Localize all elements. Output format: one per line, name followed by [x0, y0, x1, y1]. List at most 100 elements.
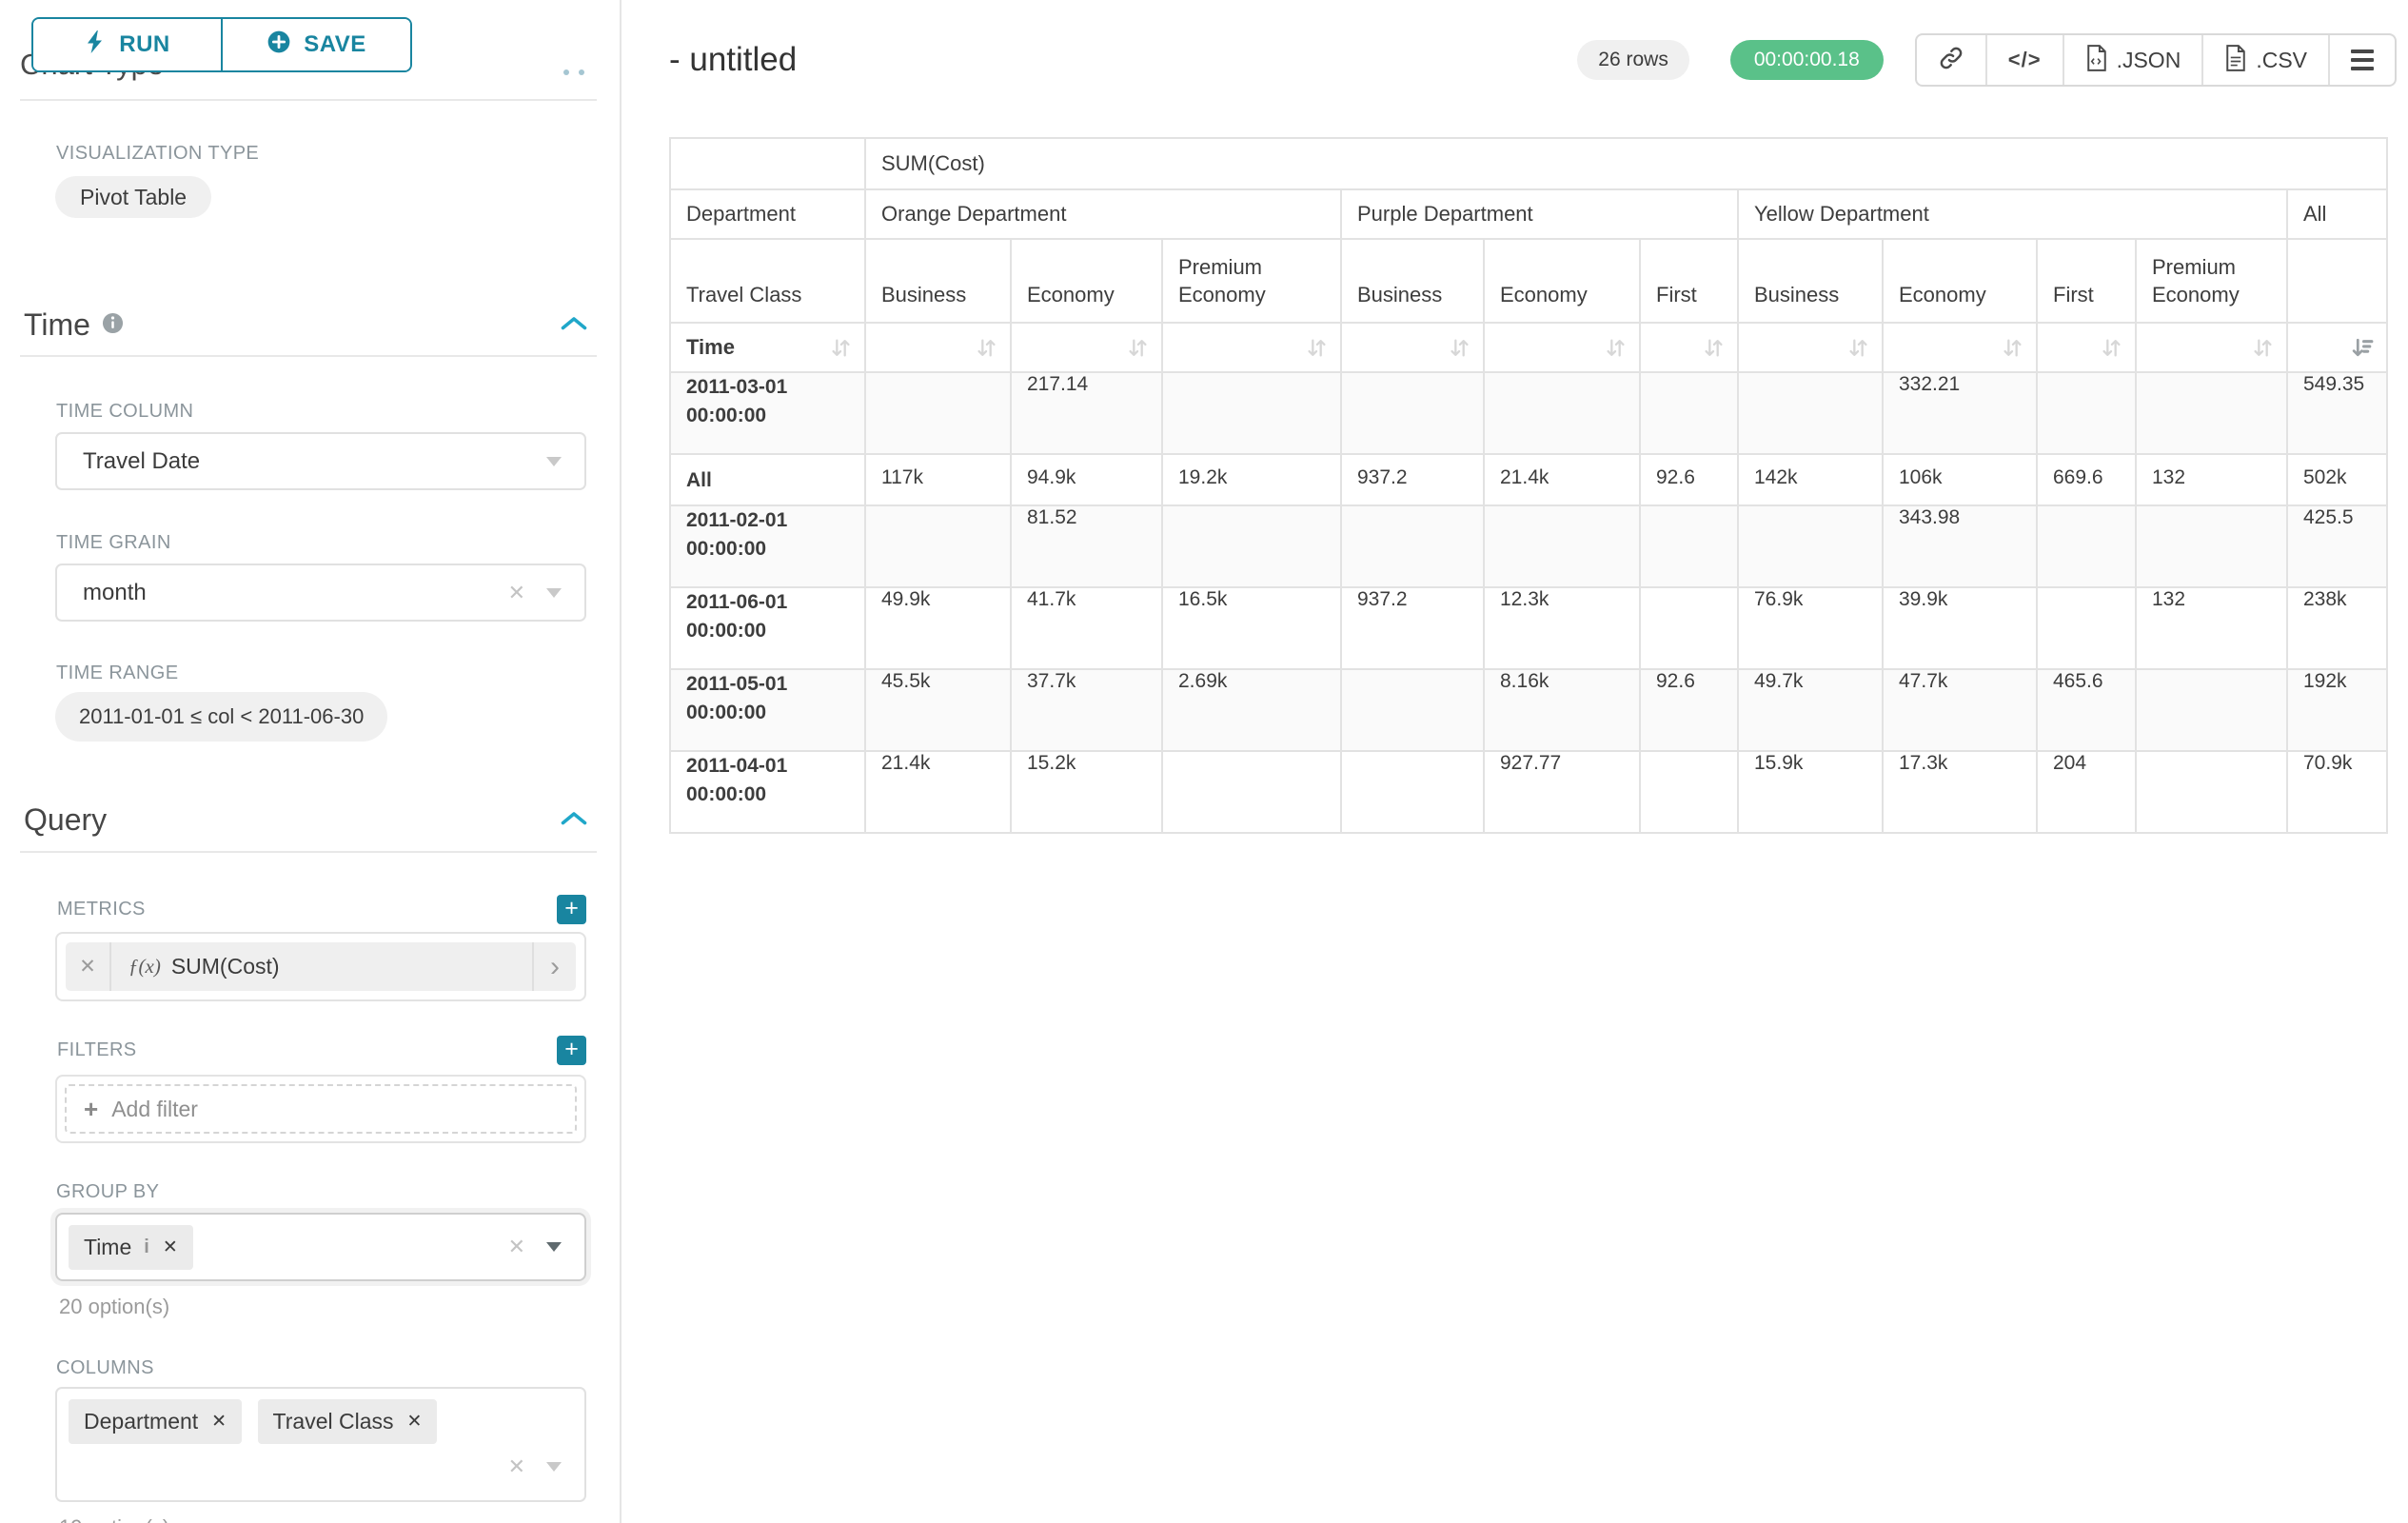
column-group-header: Purple Department	[1342, 190, 1737, 238]
value-cell: 17.3k	[1884, 752, 2036, 832]
value-cell: 39.9k	[1884, 588, 2036, 668]
value-cell: 92.6	[1641, 455, 1737, 504]
table-row: 2011-06-01 00:00:00 49.9k 41.7k 16.5k 937.2 1…	[671, 588, 2386, 668]
embed-code-button[interactable]: </>	[1984, 35, 2063, 85]
visualization-type-pill[interactable]: Pivot Table	[55, 176, 212, 218]
remove-tag-icon[interactable]: ✕	[406, 1412, 423, 1432]
sort-icon[interactable]	[2251, 336, 2275, 360]
sort-icon[interactable]	[1126, 336, 1150, 360]
value-cell	[1485, 506, 1639, 586]
chevron-up-icon[interactable]	[560, 810, 588, 831]
column-sort-cell[interactable]	[2137, 324, 2286, 371]
columns-tag-travel-class[interactable]: Travel Class ✕	[257, 1399, 438, 1444]
column-header: First	[1641, 240, 1737, 322]
sort-icon[interactable]	[1305, 336, 1329, 360]
clear-icon[interactable]: ✕	[507, 1454, 525, 1478]
columns-select[interactable]: Department ✕ Travel Class ✕ ✕	[55, 1387, 586, 1502]
column-sort-cell[interactable]	[1342, 324, 1483, 371]
caret-down-icon[interactable]	[546, 1462, 562, 1472]
column-header: Premium Economy	[1163, 240, 1340, 322]
export-json-label: .JSON	[2116, 47, 2181, 72]
column-header: Business	[866, 240, 1010, 322]
column-sort-cell[interactable]	[1739, 324, 1882, 371]
value-cell: 94.9k	[1012, 455, 1161, 504]
caret-down-icon[interactable]	[546, 587, 562, 598]
column-sort-cell[interactable]	[1485, 324, 1639, 371]
column-group-header: All	[2288, 190, 2386, 238]
export-toolbar: </> .JSON .CSV	[1914, 33, 2397, 87]
column-sort-cell[interactable]	[1884, 324, 2036, 371]
columns-tag-department[interactable]: Department ✕	[69, 1399, 243, 1444]
column-sort-cell[interactable]	[2038, 324, 2135, 371]
control-panel: Chart Type RUN SAVE VISUALIZATION TYPE P…	[0, 0, 620, 1523]
sort-icon[interactable]	[975, 336, 998, 360]
caret-down-icon[interactable]	[546, 1242, 562, 1252]
add-filter-plus-button[interactable]: +	[557, 1036, 586, 1065]
divider	[20, 355, 597, 357]
value-cell: 16.5k	[1163, 588, 1340, 668]
chevron-up-icon[interactable]	[560, 315, 588, 336]
add-metric-button[interactable]: +	[557, 895, 586, 924]
value-cell: 19.2k	[1163, 455, 1340, 504]
remove-tag-icon[interactable]: ✕	[211, 1412, 227, 1432]
run-button-label: RUN	[119, 31, 170, 57]
column-sort-cell[interactable]	[1641, 324, 1737, 371]
clear-icon[interactable]: ✕	[507, 580, 525, 604]
column-sort-cell[interactable]	[866, 324, 1010, 371]
column-header: Premium Economy	[2137, 240, 2286, 322]
value-cell: 92.6	[1641, 670, 1737, 750]
sort-icon[interactable]	[1846, 336, 1870, 360]
clear-icon[interactable]: ✕	[507, 1235, 525, 1258]
sort-icon[interactable]	[1702, 336, 1726, 360]
save-button[interactable]: SAVE	[223, 19, 410, 70]
add-filter-button[interactable]: + Add filter	[65, 1084, 577, 1134]
caret-down-icon[interactable]	[546, 456, 562, 466]
value-cell: 37.7k	[1012, 670, 1161, 750]
value-cell	[2137, 670, 2286, 750]
remove-tag-icon[interactable]: ✕	[162, 1236, 178, 1257]
sort-icon[interactable]	[1604, 336, 1628, 360]
row-label-cell: 2011-02-01 00:00:00	[671, 506, 864, 586]
value-cell	[1163, 506, 1340, 586]
row-label-cell: All	[671, 455, 864, 504]
row-label-cell: 2011-03-01 00:00:00	[671, 373, 864, 453]
value-cell: 142k	[1739, 455, 1882, 504]
time-range-pill[interactable]: 2011-01-01 ≤ col < 2011-06-30	[55, 692, 388, 742]
remove-metric-icon[interactable]: ✕	[66, 942, 111, 991]
value-cell: 425.5	[2288, 506, 2386, 586]
group-by-tag-time[interactable]: Time i ✕	[69, 1224, 193, 1270]
value-cell: 21.4k	[866, 752, 1010, 832]
run-button[interactable]: RUN	[33, 19, 223, 70]
table-row: 2011-04-01 00:00:00 21.4k 15.2k 927.77 15.9k…	[671, 752, 2386, 832]
sort-icon[interactable]	[829, 336, 853, 360]
group-by-select[interactable]: Time i ✕ ✕	[55, 1213, 586, 1281]
row-dim-sort-cell[interactable]: Time	[671, 324, 864, 371]
time-grain-select[interactable]: month ✕	[55, 564, 586, 622]
value-cell: 15.2k	[1012, 752, 1161, 832]
copy-link-button[interactable]	[1917, 35, 1985, 85]
menu-button[interactable]	[2328, 35, 2395, 85]
column-sort-cell[interactable]	[1163, 324, 1340, 371]
column-sort-cell[interactable]	[1012, 324, 1161, 371]
sort-desc-active-icon[interactable]	[2351, 336, 2375, 360]
sort-icon[interactable]	[2100, 336, 2123, 360]
value-cell: 70.9k	[2288, 752, 2386, 832]
value-cell: 217.14	[1012, 373, 1161, 453]
value-cell: 76.9k	[1739, 588, 1882, 668]
chart-title[interactable]: - untitled	[669, 41, 798, 78]
sort-icon[interactable]	[2001, 336, 2024, 360]
value-cell: 465.6	[2038, 670, 2135, 750]
chevron-right-icon[interactable]: ›	[532, 942, 576, 991]
column-group-header: Orange Department	[866, 190, 1340, 238]
metric-option[interactable]: ✕ ƒ(x) SUM(Cost) ›	[66, 942, 576, 991]
column-header: Business	[1342, 240, 1483, 322]
sort-icon[interactable]	[1448, 336, 1471, 360]
column-sort-cell[interactable]	[2288, 324, 2386, 371]
export-csv-button[interactable]: .CSV	[2201, 35, 2328, 85]
table-row: 2011-02-01 00:00:00 81.52 343.98 425.5	[671, 506, 2386, 586]
export-json-button[interactable]: .JSON	[2062, 35, 2202, 85]
corner-cell	[671, 139, 864, 188]
time-column-select[interactable]: Travel Date	[55, 432, 586, 490]
value-cell: 549.35	[2288, 373, 2386, 453]
plus-icon: +	[84, 1094, 99, 1123]
